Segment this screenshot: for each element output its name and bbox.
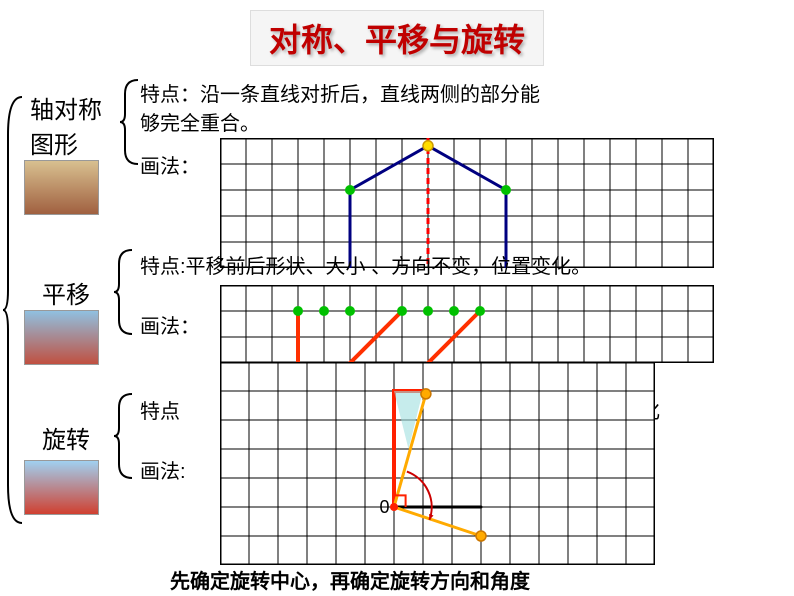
section-brace-symmetry xyxy=(118,78,140,171)
svg-text:0: 0 xyxy=(380,497,390,517)
draw-label-rotate: 画法: xyxy=(140,455,186,484)
page-title: 对称、平移与旋转 xyxy=(250,10,544,66)
bottom-note: 先确定旋转中心，再确定旋转方向和角度 xyxy=(170,565,530,594)
draw-label-symmetry: 画法： xyxy=(140,150,200,179)
feature-translate: 特点:平移前后形状、大小 、方向不变，位置变化。 xyxy=(140,250,591,279)
section-brace-translate xyxy=(112,248,134,341)
section-brace-rotate xyxy=(112,392,134,485)
draw-label-translate: 画法： xyxy=(140,310,200,339)
section-thumb-rotate xyxy=(24,460,99,515)
section-label-translate: 平移 xyxy=(42,275,90,310)
feature-symmetry: 特点：沿一条直线对折后，直线两侧的部分能 够完全重合。 xyxy=(140,78,540,136)
grid-rotate: 0 xyxy=(220,362,655,570)
section-thumb-translate xyxy=(24,310,99,365)
grid-translate xyxy=(220,285,714,368)
section-label-symmetry: 轴对称 图形 xyxy=(30,90,102,160)
main-brace xyxy=(2,95,24,525)
section-thumb-symmetry xyxy=(24,160,99,215)
feature-rotate: 特点 xyxy=(140,395,180,424)
section-label-rotate: 旋转 xyxy=(42,420,90,455)
